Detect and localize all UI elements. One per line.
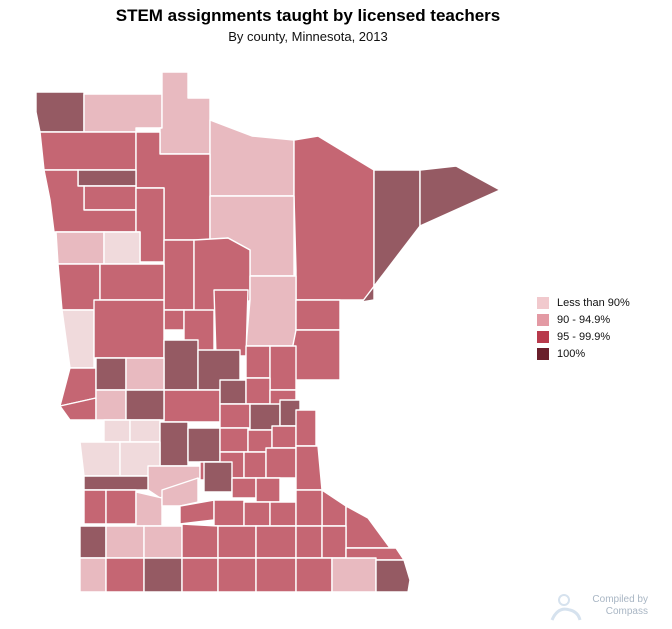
county-sherburne[interactable] — [219, 403, 251, 429]
county-dodge[interactable] — [295, 489, 323, 527]
legend-swatch-90-94 — [537, 313, 549, 326]
county-washington[interactable] — [295, 409, 317, 447]
county-otter-tail[interactable] — [93, 299, 165, 359]
county-isanti[interactable] — [245, 377, 271, 405]
county-aitkin[interactable] — [245, 275, 297, 347]
county-pine[interactable] — [289, 329, 341, 381]
county-rice[interactable] — [255, 477, 281, 503]
legend: Less than 90% 90 - 94.9% 95 - 99.9% 100% — [537, 294, 630, 362]
county-lyon[interactable] — [83, 489, 107, 525]
county-stevens[interactable] — [95, 389, 127, 421]
county-murray[interactable] — [105, 525, 145, 559]
county-faribault-n[interactable] — [217, 525, 257, 559]
county-benton[interactable] — [219, 379, 247, 405]
compass-logo-icon — [550, 594, 582, 621]
county-pennington[interactable] — [77, 169, 137, 187]
county-norman[interactable] — [55, 231, 105, 265]
county-wright[interactable] — [219, 427, 249, 453]
county-kanabec[interactable] — [245, 345, 271, 379]
legend-item-lt90: Less than 90% — [537, 294, 630, 311]
county-fillmore[interactable] — [331, 557, 377, 593]
county-blue-earth[interactable] — [213, 499, 245, 527]
map-subtitle: By county, Minnesota, 2013 — [228, 29, 388, 44]
county-winona[interactable] — [345, 505, 391, 549]
legend-label: 90 - 94.9% — [557, 313, 611, 326]
county-sibley[interactable] — [203, 461, 233, 493]
county-douglas[interactable] — [125, 357, 165, 391]
county-carlton[interactable] — [295, 299, 341, 331]
county-wilkin[interactable] — [61, 309, 95, 369]
county-kittson[interactable] — [35, 91, 85, 133]
legend-item-95-99: 95 - 99.9% — [537, 328, 630, 345]
county-le-sueur[interactable] — [231, 477, 257, 499]
county-morrison[interactable] — [163, 339, 199, 391]
county-scott[interactable] — [243, 451, 267, 479]
county-ramsey[interactable] — [271, 425, 297, 449]
county-wabasha[interactable] — [321, 489, 347, 527]
county-wadena[interactable] — [163, 309, 185, 331]
county-houston[interactable] — [375, 559, 411, 593]
county-mower[interactable] — [295, 557, 333, 593]
county-crow-wing[interactable] — [213, 289, 249, 357]
county-rock[interactable] — [79, 557, 107, 593]
county-faribault[interactable] — [217, 557, 257, 593]
legend-swatch-lt90 — [537, 296, 549, 309]
county-pipestone[interactable] — [79, 525, 107, 559]
legend-label: 100% — [557, 347, 586, 360]
legend-label: 95 - 99.9% — [557, 330, 611, 343]
county-pipestone-n[interactable] — [105, 489, 137, 525]
county-pope[interactable] — [125, 389, 165, 421]
county-steele[interactable] — [269, 501, 297, 527]
county-cottonwood[interactable] — [143, 525, 183, 559]
county-chisago-n[interactable] — [269, 345, 297, 391]
county-mahnomen[interactable] — [103, 231, 141, 265]
credit-line1: Compiled by — [592, 594, 648, 605]
legend-item-90-94: 90 - 94.9% — [537, 311, 630, 328]
county-goodhue[interactable] — [295, 445, 323, 491]
county-red-lake[interactable] — [83, 185, 137, 211]
legend-label: Less than 90% — [557, 296, 630, 309]
county-lincoln[interactable] — [83, 475, 149, 491]
county-polk[interactable] — [43, 169, 137, 233]
county-roseau[interactable] — [83, 93, 163, 133]
county-hubbard[interactable] — [163, 239, 195, 311]
county-dakota[interactable] — [265, 447, 297, 479]
compass-credit[interactable]: Compiled by Compass — [548, 592, 658, 622]
legend-swatch-95-99 — [537, 330, 549, 343]
county-becker[interactable] — [99, 263, 165, 301]
county-jackson[interactable] — [143, 557, 183, 593]
county-stearns[interactable] — [163, 389, 221, 423]
county-freeborn-n[interactable] — [255, 525, 297, 559]
county-swift[interactable] — [129, 419, 161, 443]
county-olmsted[interactable] — [321, 525, 347, 559]
county-watonwan[interactable] — [181, 523, 219, 559]
county-st-louis[interactable] — [293, 135, 375, 301]
legend-item-100: 100% — [537, 345, 630, 362]
map-title: STEM assignments taught by licensed teac… — [115, 6, 501, 25]
county-freeborn[interactable] — [255, 557, 297, 593]
county-martin[interactable] — [181, 557, 219, 593]
county-redwood[interactable] — [135, 491, 163, 527]
county-lake[interactable] — [361, 169, 421, 303]
county-nobles[interactable] — [105, 557, 145, 593]
county-yellow-medicine[interactable] — [79, 441, 121, 477]
county-lake-of-the-woods[interactable] — [159, 71, 211, 155]
county-cook[interactable] — [419, 165, 501, 227]
legend-swatch-100 — [537, 347, 549, 360]
county-koochiching[interactable] — [209, 119, 295, 197]
county-waseca[interactable] — [243, 501, 271, 527]
county-kandiyohi[interactable] — [159, 421, 189, 467]
county-lac-qui-parle[interactable] — [103, 419, 131, 443]
credit-line2: Compass — [605, 606, 648, 617]
county-marshall[interactable] — [39, 131, 137, 171]
county-grant[interactable] — [95, 357, 127, 391]
county-meeker[interactable] — [187, 427, 221, 463]
county-mower-n[interactable] — [295, 525, 323, 559]
